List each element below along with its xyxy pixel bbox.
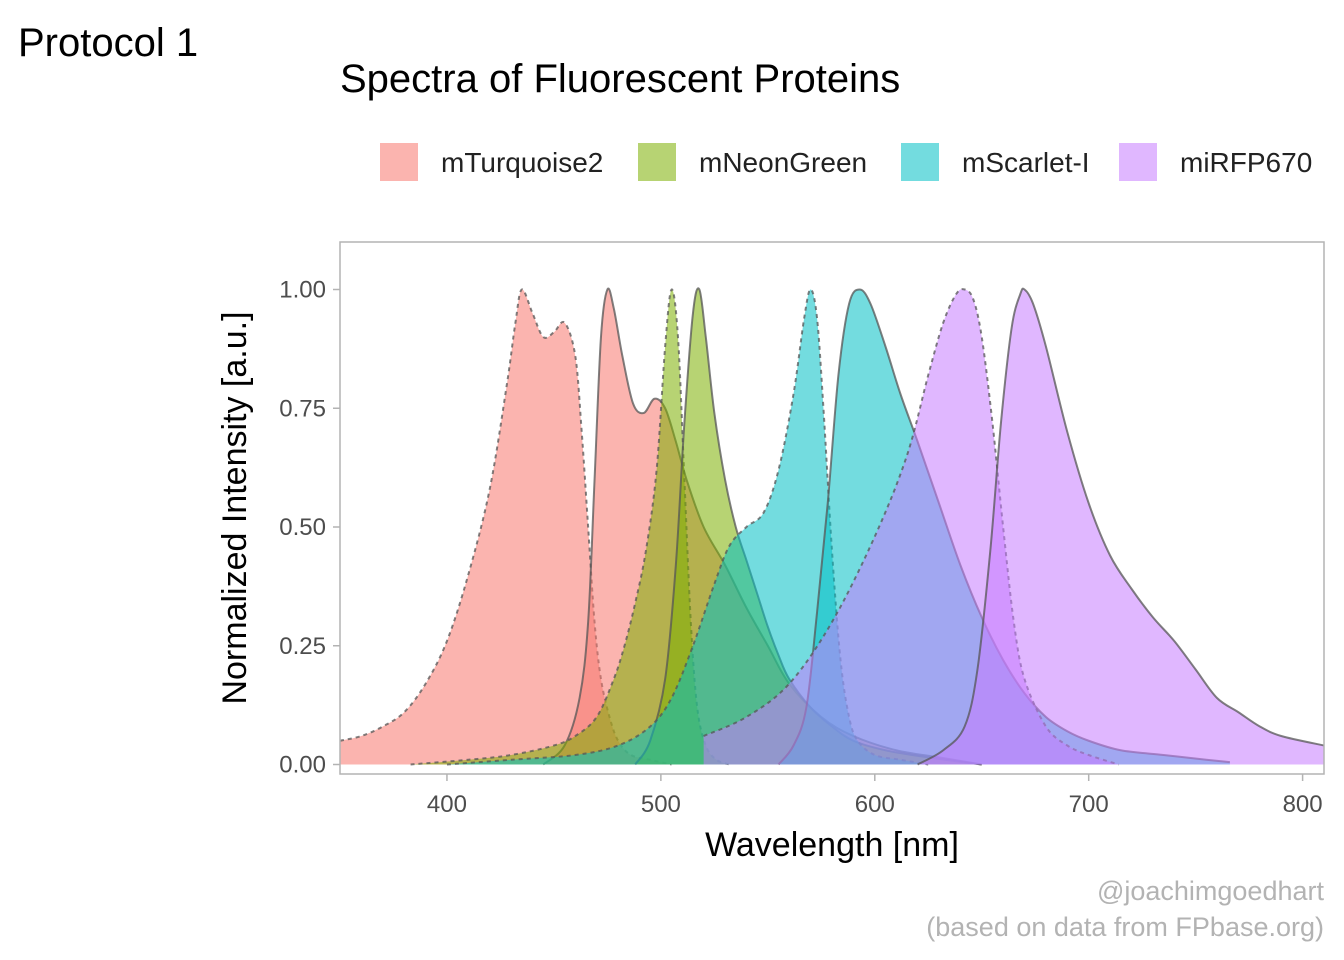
y-tick-label-1: 1.00 <box>279 277 326 304</box>
chart-legend: mTurquoise2 mNeonGreen mScarlet-I miRFP670 <box>380 143 1312 181</box>
x-tick-label-600: 600 <box>855 791 895 818</box>
plot-panel-border <box>339 241 1325 775</box>
x-tick-label-400: 400 <box>427 791 467 818</box>
area-mscarlet-i-excitation <box>446 289 929 765</box>
y-tick-label-0-25: 0.25 <box>279 633 326 660</box>
y-tick-label-0-5: 0.50 <box>279 514 326 541</box>
legend-swatch-mturquoise2 <box>380 143 418 181</box>
chart-title: Spectra of Fluorescent Proteins <box>340 57 900 101</box>
legend-label-mscarlet-i: mScarlet-I <box>962 147 1090 178</box>
x-axis: 400 500 600 700 800 <box>427 774 1323 818</box>
y-tick-label-0-75: 0.75 <box>279 395 326 422</box>
line-mscarlet-i-excitation <box>446 288 929 766</box>
line-mneongreen-excitation <box>410 288 730 766</box>
y-axis-title: Normalized Intensity [a.u.] <box>216 311 254 704</box>
legend-label-mneongreen: mNeonGreen <box>699 147 867 178</box>
x-tick-label-500: 500 <box>641 791 681 818</box>
spectra-areas <box>340 287 1324 766</box>
area-mirfp670-emission <box>917 288 1324 765</box>
legend-swatch-mscarlet-i <box>901 143 939 181</box>
caption-source: (based on data from FPbase.org) <box>926 912 1324 942</box>
area-mneongreen-excitation <box>410 289 730 765</box>
x-tick-label-700: 700 <box>1069 791 1109 818</box>
line-mirfp670-emission <box>917 287 1324 766</box>
x-tick-label-800: 800 <box>1283 791 1323 818</box>
legend-label-mirfp670: miRFP670 <box>1180 147 1312 178</box>
y-tick-label-0: 0.00 <box>279 752 326 779</box>
x-axis-title: Wavelength [nm] <box>705 826 959 864</box>
legend-label-mturquoise2: mTurquoise2 <box>441 147 603 178</box>
legend-swatch-mirfp670 <box>1119 143 1157 181</box>
y-axis: 0.00 0.25 0.50 0.75 1.00 <box>279 277 340 779</box>
caption-author: @joachimgoedhart <box>1097 876 1325 906</box>
figure-tag: Protocol 1 <box>18 21 198 65</box>
legend-swatch-mneongreen <box>638 143 676 181</box>
